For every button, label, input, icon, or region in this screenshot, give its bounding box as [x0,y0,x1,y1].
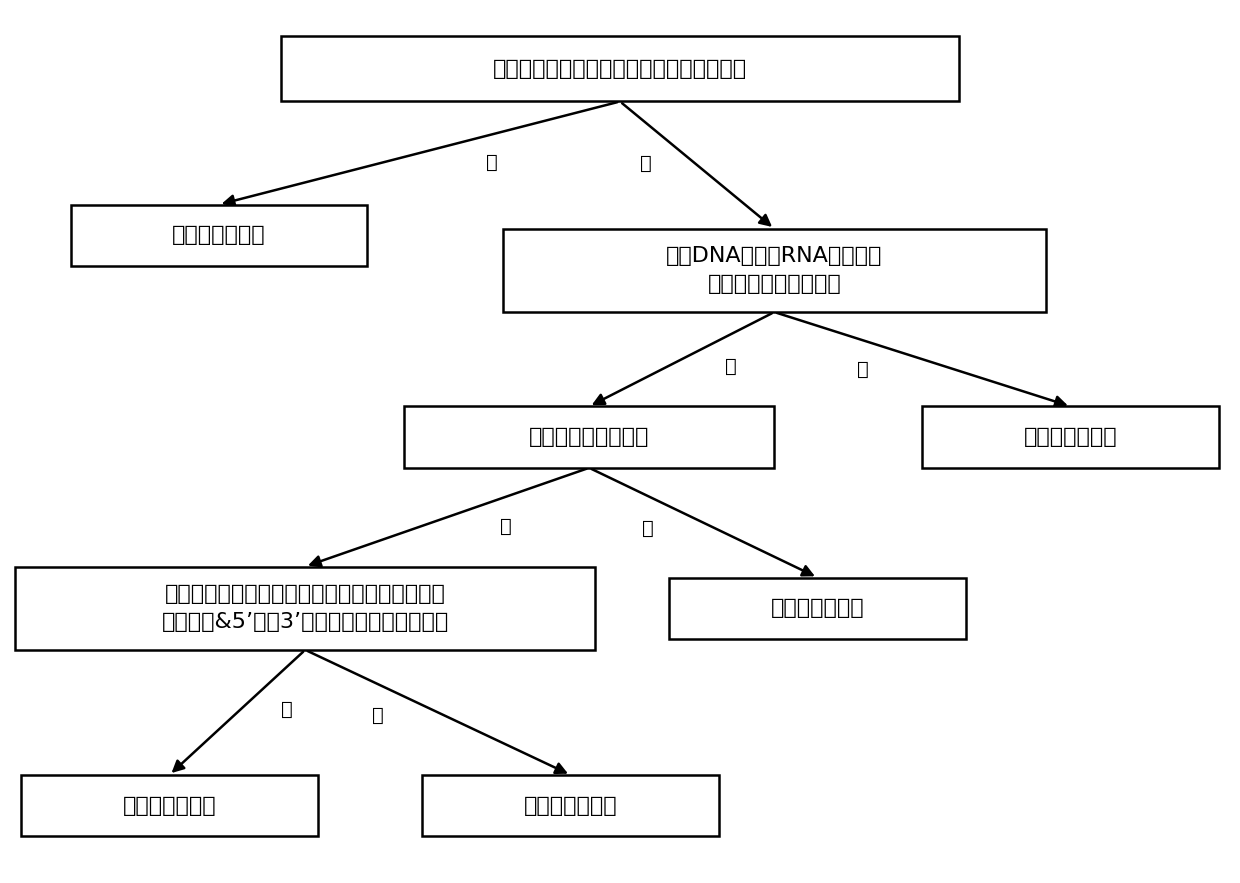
Text: 是: 是 [486,153,498,172]
Bar [670,577,966,639]
Bar [280,35,960,102]
Text: 转录本水平上检测是否为已知融合突变类型: 转录本水平上检测是否为已知融合突变类型 [494,58,746,79]
Text: 判定为融合阴性: 判定为融合阴性 [523,796,618,816]
Text: 是: 是 [281,700,293,720]
Text: 是: 是 [725,357,737,376]
Text: 否: 否 [372,706,383,725]
Bar [15,567,595,650]
Text: 检测是否为有义融合: 检测是否为有义融合 [529,427,650,447]
Bar [21,775,317,836]
Text: 检测原癌基因是否存在以下表达量异常：功能区
过量表达&5’端和3’端的表达量存在显著差异: 检测原癌基因是否存在以下表达量异常：功能区 过量表达&5’端和3’端的表达量存在… [161,585,449,632]
Text: 判定为融合阴性: 判定为融合阴性 [771,598,864,618]
Bar [71,205,367,266]
Text: 判定为融合阳性: 判定为融合阳性 [123,796,216,816]
Text: 判定为融合阳性: 判定为融合阳性 [172,225,265,245]
Text: 否: 否 [640,154,652,173]
Bar [923,406,1219,468]
Text: 判定为融合阴性: 判定为融合阴性 [1024,427,1117,447]
Text: 是: 是 [500,517,512,535]
Text: 否: 否 [857,359,869,379]
Text: 利用DNA文库和RNA文库数据
检测是否存在潜在融合: 利用DNA文库和RNA文库数据 检测是否存在潜在融合 [666,246,883,294]
Bar [404,406,774,468]
Text: 否: 否 [642,518,655,538]
Bar [423,775,719,836]
Bar [502,229,1045,312]
